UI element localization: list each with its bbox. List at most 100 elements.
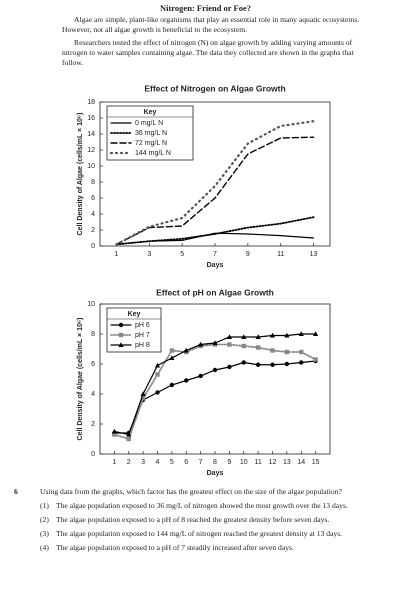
data-point	[284, 361, 290, 367]
y-tick-label: 16	[87, 115, 95, 122]
option: (3) The algae population exposed to 144 m…	[40, 529, 370, 539]
data-point	[255, 345, 261, 350]
x-tick-label: 9	[227, 459, 231, 466]
y-axis-label: Cell Density of Algae (cells/mL × 10⁶)	[77, 113, 84, 236]
x-tick-label: 14	[297, 459, 305, 466]
y-tick-label: 12	[87, 147, 95, 154]
y-tick-label: 0	[91, 451, 95, 458]
y-tick-label: 2	[91, 421, 95, 428]
legend-label: pH 7	[135, 332, 150, 339]
data-point	[154, 362, 161, 368]
y-tick-label: 8	[91, 331, 95, 338]
legend-marker	[118, 342, 124, 347]
x-tick-label: 13	[283, 459, 291, 466]
data-point	[241, 334, 247, 339]
chart-title: Effect of pH on Algae Growth	[156, 287, 274, 297]
option-label: (3)	[40, 529, 49, 538]
y-tick-label: 2	[91, 227, 95, 234]
x-tick-label: 11	[277, 251, 284, 258]
data-point	[184, 378, 189, 383]
legend-label: 0 mg/L N	[135, 120, 163, 127]
data-point	[241, 360, 246, 365]
option: (2) The algae population exposed to a pH …	[40, 515, 370, 525]
legend-marker	[118, 322, 124, 328]
option-text: The algae population exposed to a pH of …	[56, 543, 294, 552]
x-tick-label: 3	[147, 251, 151, 258]
chart-title: Effect of Nitrogen on Algae Growth	[144, 83, 285, 93]
data-point	[111, 428, 117, 434]
data-point	[169, 382, 175, 388]
y-axis-label: Cell Density of Algae (cells/mL × 10⁶)	[77, 318, 84, 441]
y-tick-label: 4	[91, 391, 95, 398]
data-point	[255, 334, 261, 339]
data-point	[227, 342, 232, 347]
legend-label: pH 6	[135, 322, 150, 329]
x-tick-label: 6	[184, 459, 188, 466]
option: (4) The algae population exposed to a pH …	[40, 543, 370, 553]
option-text: The algae population exposed to 36 mg/L …	[56, 501, 348, 510]
data-point	[270, 362, 275, 367]
paragraph: Algae are simple, plant-like organisms t…	[62, 15, 360, 34]
option-label: (1)	[40, 501, 49, 510]
x-tick-label: 1	[114, 251, 118, 258]
data-point	[140, 396, 146, 401]
x-tick-label: 13	[310, 251, 318, 258]
x-axis-label: Days	[207, 470, 224, 477]
data-point	[169, 355, 175, 360]
x-axis-label: Days	[207, 262, 224, 269]
data-point	[299, 349, 304, 355]
data-point	[155, 390, 160, 395]
data-point	[299, 360, 304, 365]
y-tick-label: 18	[87, 99, 95, 106]
x-tick-label: 2	[127, 459, 131, 466]
x-tick-label: 5	[170, 459, 174, 466]
option-label: (4)	[40, 543, 49, 552]
data-point	[169, 348, 175, 353]
legend-title: Key	[128, 311, 141, 318]
x-tick-label: 10	[240, 459, 248, 466]
data-point	[313, 331, 319, 336]
legend-marker	[118, 332, 124, 338]
y-tick-label: 6	[91, 195, 95, 202]
legend-label: 36 mg/L N	[135, 130, 167, 137]
data-point	[284, 349, 290, 355]
data-point	[126, 436, 131, 442]
data-point	[198, 373, 203, 379]
x-tick-label: 12	[269, 459, 277, 466]
x-tick-label: 4	[156, 459, 160, 466]
series-line	[115, 136, 315, 246]
x-tick-label: 7	[213, 251, 217, 258]
data-point	[212, 340, 218, 345]
question-number: 6	[14, 487, 18, 496]
x-tick-label: 11	[254, 459, 261, 466]
data-point	[226, 334, 232, 339]
y-tick-label: 6	[91, 361, 95, 368]
y-tick-label: 8	[91, 179, 95, 186]
x-tick-label: 5	[180, 251, 184, 258]
data-point	[241, 343, 246, 349]
data-point	[255, 362, 261, 367]
data-point	[269, 332, 276, 338]
option-label: (2)	[40, 515, 49, 524]
data-point	[270, 348, 275, 353]
y-tick-label: 10	[87, 301, 95, 308]
question: 6 Using data from the graphs, which fact…	[14, 487, 370, 553]
data-point	[112, 432, 117, 437]
data-point	[313, 357, 318, 362]
legend-title: Key	[144, 109, 157, 116]
x-tick-label: 3	[141, 459, 145, 466]
data-point	[140, 391, 146, 396]
option: (1) The algae population exposed to 36 mg…	[40, 501, 370, 511]
x-tick-label: 9	[246, 251, 250, 258]
legend-label: 144 mg/L N	[135, 150, 171, 157]
paragraph: Researchers tested the effect of nitroge…	[62, 38, 354, 67]
option-text: The algae population exposed to a pH of …	[56, 515, 330, 524]
x-tick-label: 1	[112, 459, 116, 466]
doc-title: Nitrogen: Friend or Foe?	[159, 3, 252, 13]
question-text: Using data from the graphs, which factor…	[40, 487, 342, 496]
chart: Effect of Nitrogen on Algae Growth 0 2 4 6 8 1…	[77, 83, 331, 269]
y-tick-label: 10	[87, 163, 95, 170]
option-text: The algae population exposed to 144 mg/L…	[56, 529, 343, 538]
